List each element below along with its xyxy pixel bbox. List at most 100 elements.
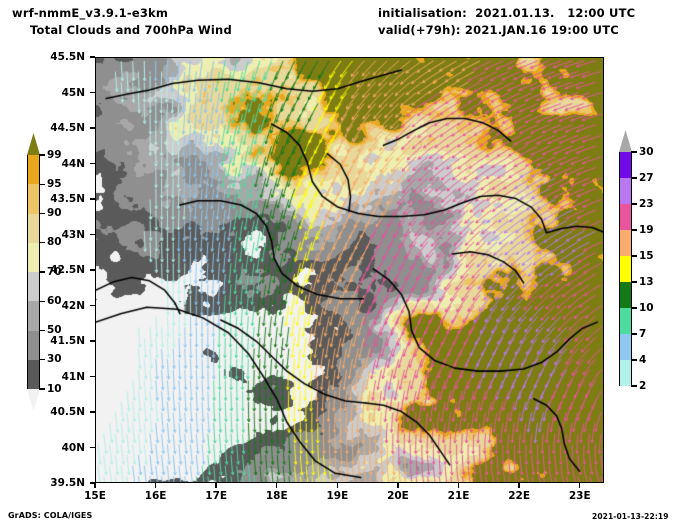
y-axis-tick [90, 269, 95, 271]
colorbar-tick [39, 300, 45, 302]
x-axis-tick [276, 483, 278, 488]
y-axis-tick [90, 446, 95, 449]
weather-map-canvas [96, 58, 603, 482]
y-axis-label: 41.5N [50, 335, 85, 347]
initialisation-label: initialisation: 2021.01.13. 12:00 UTC [378, 6, 636, 20]
x-axis-label: 20E [387, 490, 409, 502]
y-axis-tick [90, 340, 95, 342]
colorbar-band [27, 272, 40, 302]
colorbar-tick [39, 242, 45, 244]
colorbar-value-label: 80 [47, 236, 62, 249]
y-axis-label: 43N [61, 228, 85, 241]
x-axis-tick [94, 483, 96, 488]
x-axis-tick [518, 483, 520, 488]
colorbar-tick [631, 281, 637, 283]
colorbar-value-label: 15 [639, 249, 654, 262]
colorbar-band [619, 282, 632, 309]
colorbar-tick [631, 359, 637, 361]
x-axis-label: 22E [508, 490, 531, 502]
colorbar-band [619, 230, 632, 257]
y-axis-label: 42.5N [50, 264, 85, 276]
colorbar-band [27, 242, 40, 273]
colorbar-band [27, 301, 40, 331]
model-name-label: wrf-nmmE_v3.9.1-e3km [12, 6, 169, 20]
colorbar-band [619, 204, 632, 231]
colorbar-value-label: 10 [47, 382, 62, 395]
colorbar-value-label: 7 [639, 327, 647, 340]
colorbar-tick [39, 212, 45, 215]
colorbar-tick [631, 229, 637, 231]
y-axis-label: 43.5N [50, 193, 85, 205]
y-axis-tick [90, 162, 95, 165]
y-axis-label: 44.5N [50, 122, 85, 134]
y-axis-tick [90, 482, 95, 484]
colorbar-tick [39, 359, 45, 361]
y-axis-tick [90, 56, 95, 58]
colorbar-band [619, 334, 632, 361]
y-axis-tick [90, 304, 95, 307]
y-axis-label: 45.5N [50, 51, 85, 63]
x-axis-label: 23E [568, 490, 591, 502]
wind-speed-colorbar: 30 27 23 19 15 13 10 7 4 2 [619, 130, 654, 408]
colorbar-band [619, 360, 632, 387]
colorbar-value-label: 23 [639, 197, 654, 210]
colorbar-band [27, 184, 40, 214]
colorbar-band [619, 152, 632, 179]
colorbar-band [27, 359, 40, 390]
colorbar-value-label: 30 [639, 145, 654, 158]
colorbar-bottom-cap [27, 389, 40, 411]
colorbar-bottom-cap [619, 386, 632, 408]
y-axis-tick [90, 233, 95, 236]
y-axis-label: 39.5N [50, 477, 85, 489]
colorbar-tick [39, 154, 45, 156]
y-axis-tick [90, 198, 95, 200]
grads-credit-label: GrADS: COLA/IGES [8, 511, 93, 520]
colorbar-tick [631, 307, 637, 309]
y-axis-tick [90, 127, 95, 129]
colorbar-value-label: 70 [47, 265, 62, 278]
y-axis-label: 45N [61, 86, 85, 99]
colorbar-tick [631, 151, 637, 153]
colorbar-top-cap [27, 133, 40, 155]
y-axis-label: 44N [61, 157, 85, 170]
y-axis-label: 40N [61, 441, 85, 454]
colorbar-tick [39, 183, 45, 185]
x-axis-label: 21E [447, 490, 470, 502]
x-axis-label: 19E [326, 490, 349, 502]
field-title-label: Total Clouds and 700hPa Wind [30, 23, 232, 37]
x-axis-tick [397, 483, 399, 488]
colorbar-value-label: 99 [47, 148, 62, 161]
colorbar-tick [631, 385, 637, 387]
y-axis-tick [90, 411, 95, 413]
map-plot-area [95, 57, 604, 483]
x-axis-tick [457, 483, 460, 488]
colorbar-value-label: 2 [639, 379, 647, 392]
y-axis-label: 41N [61, 370, 85, 383]
colorbar-value-label: 60 [47, 294, 62, 307]
y-axis-label: 42N [61, 299, 85, 312]
header: wrf-nmmE_v3.9.1-e3km Total Clouds and 70… [0, 0, 700, 50]
x-axis-tick [215, 483, 217, 488]
colorbar-value-label: 4 [639, 353, 647, 366]
colorbar-value-label: 50 [47, 324, 62, 336]
x-axis-tick [336, 483, 339, 488]
colorbar-value-label: 13 [639, 275, 654, 288]
render-timestamp: 2021-01-13-22:19 [592, 512, 669, 521]
colorbar-value-label: 90 [47, 207, 62, 219]
x-axis-label: 15E [84, 490, 106, 502]
colorbar-tick [39, 329, 45, 332]
colorbar-band [619, 308, 632, 335]
colorbar-band [619, 178, 632, 205]
colorbar-band [27, 213, 40, 244]
x-axis-label: 16E [144, 490, 167, 502]
colorbar-band [619, 256, 632, 283]
colorbar-tick [631, 177, 637, 179]
colorbar-tick [39, 271, 45, 273]
colorbar-value-label: 30 [47, 353, 62, 366]
colorbar-top-cap [619, 130, 632, 152]
colorbar-tick [631, 203, 637, 205]
x-axis-label: 18E [265, 490, 288, 502]
colorbar-band [27, 155, 40, 185]
y-axis-tick [90, 375, 95, 378]
colorbar-value-label: 19 [639, 223, 654, 236]
